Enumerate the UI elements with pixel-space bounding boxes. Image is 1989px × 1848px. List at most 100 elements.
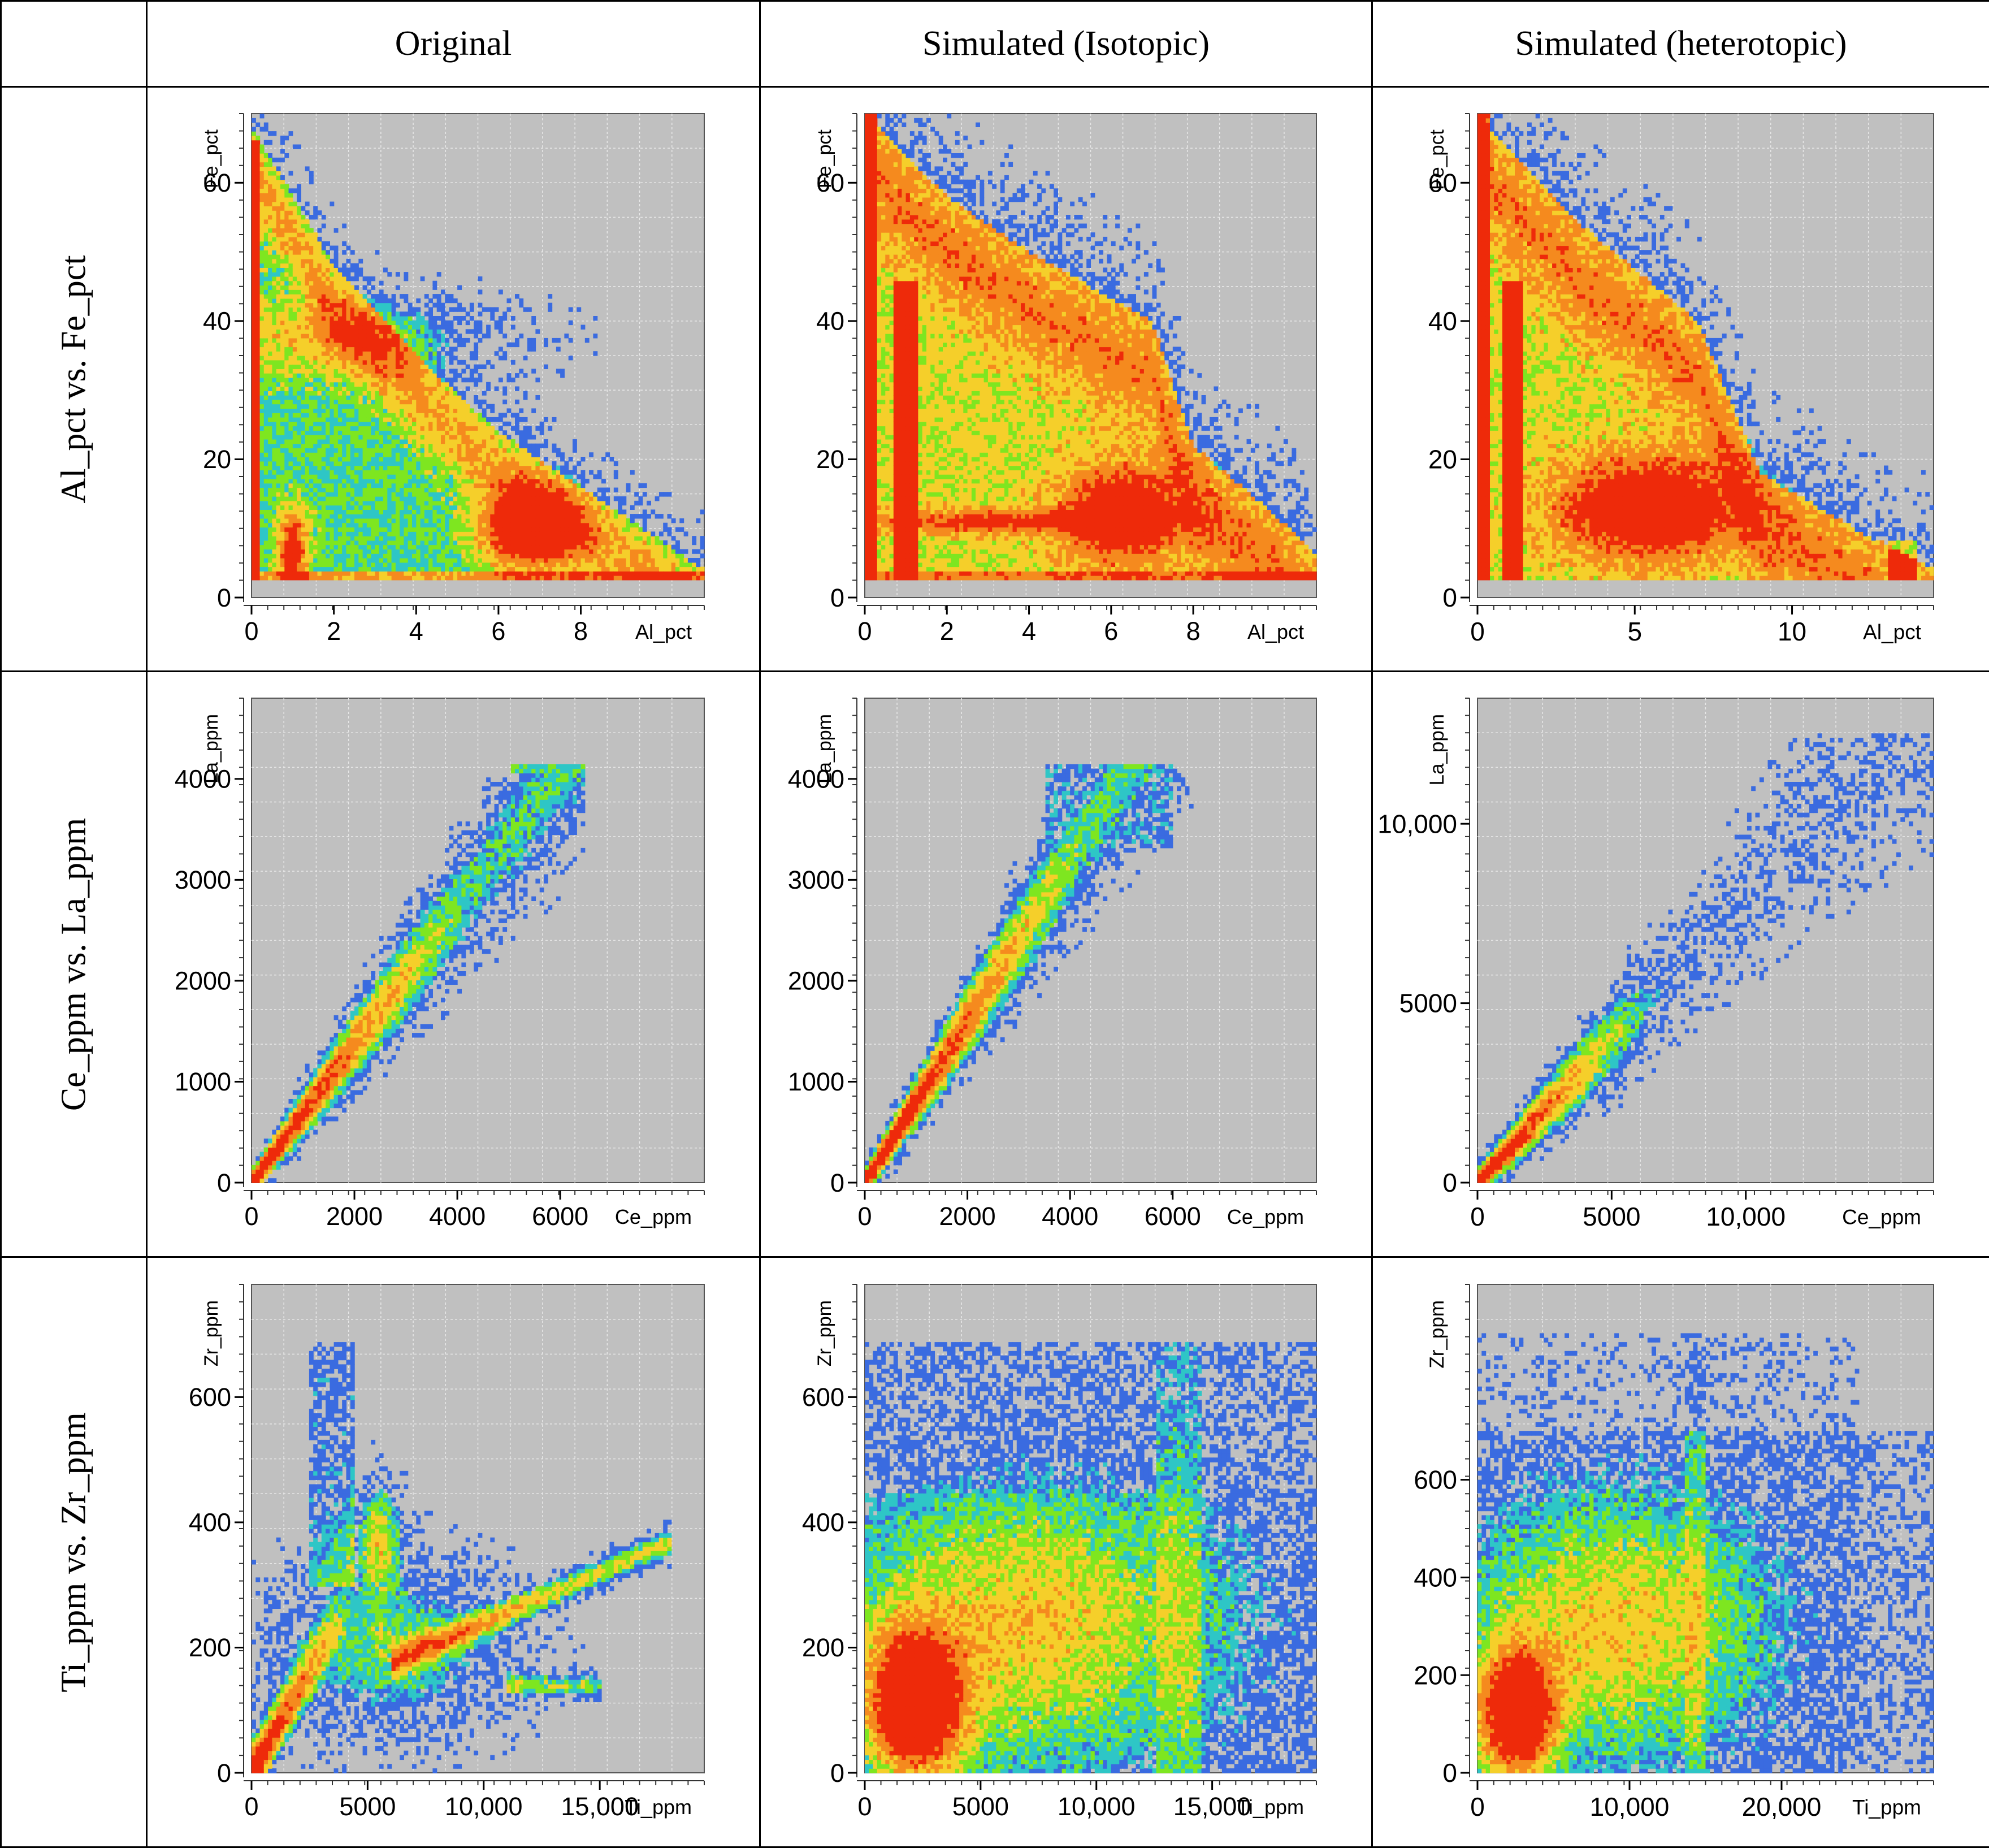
density-cell xyxy=(255,294,260,298)
density-cell xyxy=(387,329,392,334)
density-cell xyxy=(400,325,404,330)
density-cell xyxy=(330,311,334,316)
density-cell xyxy=(354,391,359,395)
density-cell xyxy=(478,435,483,439)
density-cell xyxy=(412,457,417,461)
density-cell xyxy=(478,426,483,431)
density-cell xyxy=(445,444,449,448)
density-cell xyxy=(342,571,346,575)
density-cell xyxy=(432,430,437,435)
density-cell xyxy=(556,518,561,523)
density-cell xyxy=(289,426,293,431)
density-cell xyxy=(457,575,462,580)
density-cell xyxy=(519,408,523,413)
density-cell xyxy=(318,334,322,338)
density-cell xyxy=(280,523,285,527)
density-cell xyxy=(499,356,503,360)
density-cell xyxy=(371,567,375,572)
density-cell xyxy=(301,219,305,224)
density-cell xyxy=(453,466,458,470)
density-cell xyxy=(437,413,441,417)
density-cell xyxy=(260,514,265,518)
density-cell xyxy=(573,496,577,501)
density-cell xyxy=(338,338,343,343)
density-cell xyxy=(383,505,388,510)
density-cell xyxy=(502,518,507,523)
density-cell xyxy=(371,496,375,501)
density-cell xyxy=(309,171,314,175)
density-cell xyxy=(280,496,285,501)
density-cell xyxy=(421,329,425,334)
density-cell xyxy=(573,514,577,518)
density-cell xyxy=(268,228,272,232)
density-cell xyxy=(264,334,268,338)
density-cell xyxy=(523,444,528,448)
density-cell xyxy=(305,285,310,290)
density-cell xyxy=(313,298,318,303)
density-cell xyxy=(482,466,487,470)
density-cell xyxy=(322,224,326,228)
density-cell xyxy=(313,307,318,311)
density-cell xyxy=(293,404,297,409)
density-cell xyxy=(346,356,351,360)
density-cell xyxy=(416,571,421,575)
density-cell xyxy=(255,311,260,316)
density-cell xyxy=(289,360,293,365)
density-cell xyxy=(502,536,507,540)
density-cell xyxy=(461,540,466,545)
density-cell xyxy=(437,307,441,311)
density-cell xyxy=(499,479,503,483)
density-cell xyxy=(260,488,265,492)
density-cell xyxy=(346,276,351,281)
density-cell xyxy=(421,545,425,549)
density-cell xyxy=(276,461,281,466)
density-cell xyxy=(499,329,503,334)
density-cell xyxy=(453,356,458,360)
density-cell xyxy=(437,343,441,347)
density-cell xyxy=(276,562,281,567)
density-cell xyxy=(358,558,363,562)
density-cell xyxy=(264,307,268,311)
density-cell xyxy=(416,343,421,347)
density-cell xyxy=(318,540,322,545)
density-cell xyxy=(515,461,519,466)
density-cell xyxy=(441,553,445,558)
density-cell xyxy=(482,417,487,422)
density-cell xyxy=(322,311,326,316)
density-cell xyxy=(457,444,462,448)
density-cell xyxy=(482,435,487,439)
density-cell xyxy=(334,351,339,356)
density-cell xyxy=(280,272,285,276)
density-cell xyxy=(495,545,499,549)
density-cell xyxy=(297,285,301,290)
density-cell xyxy=(301,567,305,572)
density-cell xyxy=(260,461,265,466)
density-cell xyxy=(499,461,503,466)
density-cell xyxy=(264,536,268,540)
density-cell xyxy=(375,488,380,492)
density-cell xyxy=(358,404,363,409)
density-cell xyxy=(338,391,343,395)
density-cell xyxy=(326,338,330,343)
density-cell xyxy=(326,307,330,311)
density-cell xyxy=(338,448,343,452)
density-cell xyxy=(309,571,314,575)
density-cell xyxy=(358,316,363,321)
density-cell xyxy=(346,378,351,382)
density-cell xyxy=(564,553,569,558)
density-cell xyxy=(392,338,396,343)
density-cell xyxy=(293,474,297,479)
density-cell xyxy=(289,334,293,338)
density-cell xyxy=(252,422,256,426)
density-cell xyxy=(474,540,478,545)
density-cell xyxy=(445,549,449,553)
density-cell xyxy=(482,575,487,580)
density-cell xyxy=(326,281,330,285)
density-cell xyxy=(519,567,523,572)
density-cell xyxy=(400,549,404,553)
density-cell xyxy=(577,501,581,505)
density-cell xyxy=(354,408,359,413)
density-cell xyxy=(416,439,421,444)
density-cell xyxy=(309,426,314,431)
density-cell xyxy=(581,474,586,479)
